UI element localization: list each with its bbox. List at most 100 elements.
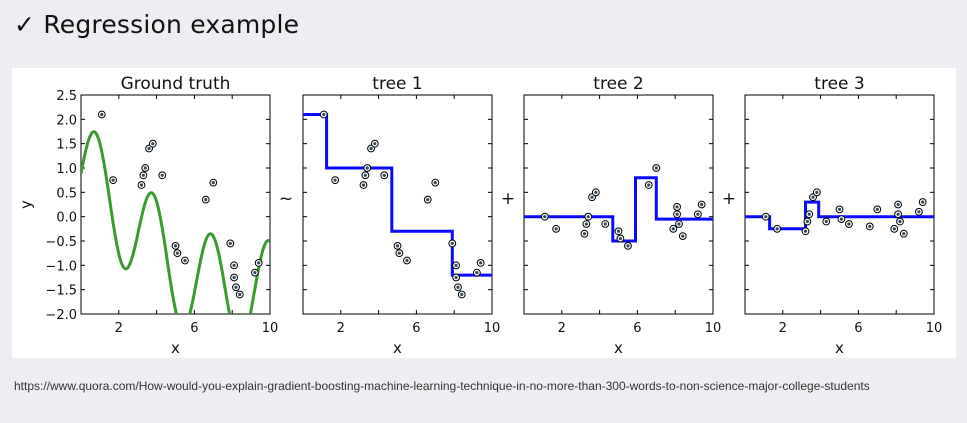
data-point-core (479, 261, 483, 265)
data-point-core (681, 234, 685, 238)
data-point-core (868, 224, 872, 228)
data-point-core (654, 166, 658, 170)
data-point-core (807, 212, 811, 216)
data-point-core (475, 271, 479, 275)
data-point-core (363, 173, 367, 177)
data-point-core (234, 285, 238, 289)
x-tick-label: 10 (705, 321, 722, 336)
slide-title: ✓ Regression example (14, 10, 299, 39)
x-axis-label-3: x (614, 339, 623, 357)
data-point-core (896, 212, 900, 216)
data-point-core (917, 210, 921, 214)
data-point-core (361, 183, 366, 187)
data-point-core (175, 251, 179, 255)
data-point-core (586, 215, 590, 219)
data-point-core (590, 195, 594, 199)
x-axis-label-4: x (835, 339, 844, 357)
data-point-core (183, 258, 187, 263)
data-point-core (232, 275, 236, 280)
data-point-core (824, 219, 828, 224)
data-point-core (892, 227, 896, 231)
y-tick-label: 1.0 (56, 162, 77, 177)
data-point-core (584, 222, 588, 226)
data-point-core (382, 173, 386, 177)
plot-frame-3 (523, 94, 714, 315)
data-point-core (426, 198, 430, 202)
operator-3: + (722, 189, 736, 209)
data-point-core (151, 142, 155, 146)
data-point-core (433, 181, 437, 185)
source-link[interactable]: https://www.quora.com/How-would-you-expl… (14, 379, 870, 393)
y-tick-label: 2.0 (56, 113, 77, 128)
chart-title-4: tree 3 (814, 74, 864, 94)
x-tick-label: 6 (633, 321, 641, 336)
data-point-core (847, 222, 851, 226)
data-point-core (677, 222, 681, 226)
x-tick-label: 6 (412, 321, 420, 336)
y-tick-label: −1.0 (45, 259, 77, 274)
data-point-core (582, 232, 587, 236)
data-point-core (139, 183, 144, 187)
x-tick-label: 6 (854, 321, 862, 336)
data-point-core (815, 190, 819, 194)
data-point-core (395, 244, 400, 248)
x-tick-label: 10 (926, 321, 943, 336)
data-point-core (803, 229, 808, 233)
x-tick-label: 2 (779, 321, 787, 336)
data-point-core (173, 244, 178, 248)
data-point-core (450, 241, 454, 246)
y-tick-label: −0.5 (45, 235, 77, 250)
data-point-core (675, 205, 679, 209)
data-point-core (365, 166, 369, 170)
x-tick-label: 10 (262, 321, 279, 336)
y-tick-label: 2.5 (56, 89, 77, 104)
tree-2-step-line (524, 176, 713, 243)
data-point-core (211, 181, 215, 185)
data-point-core (875, 207, 879, 211)
data-point-core (618, 236, 622, 241)
data-point-core (543, 215, 547, 219)
data-point-core (896, 202, 900, 207)
data-point-core (460, 292, 464, 297)
data-point-core (141, 173, 145, 177)
data-point-core (257, 261, 261, 265)
data-point-core (322, 112, 326, 117)
y-axis-label: y (17, 200, 35, 209)
data-point-core (764, 215, 768, 219)
data-point-core (454, 263, 458, 267)
x-tick-label: 2 (115, 321, 123, 336)
data-point-core (238, 292, 242, 297)
data-point-core (921, 200, 925, 204)
tree-1-step-line (303, 113, 492, 277)
operator-2: + (501, 189, 515, 209)
y-tick-label: 0.5 (56, 186, 77, 201)
data-point-core (100, 112, 104, 117)
x-axis-label-2: x (393, 339, 402, 357)
chart-title-3: tree 2 (593, 74, 643, 94)
data-point-core (675, 212, 679, 216)
y-tick-label: 0.0 (56, 211, 77, 226)
data-point-core (696, 212, 700, 216)
data-point-core (232, 263, 236, 267)
y-tick-label: 1.5 (56, 138, 77, 153)
ground-truth-curve (81, 130, 270, 314)
data-point-core (228, 241, 232, 246)
x-tick-label: 2 (337, 321, 345, 336)
data-point-core (616, 229, 621, 233)
data-point-core (147, 146, 151, 151)
data-point-core (811, 195, 815, 199)
data-point-core (333, 178, 337, 182)
data-point-core (626, 244, 630, 248)
checkmark-icon: ✓ (14, 10, 36, 39)
operator-1: ~ (279, 189, 293, 209)
plot-frame-2 (302, 94, 493, 315)
data-point-core (805, 219, 809, 224)
data-point-core (700, 202, 704, 207)
data-point-core (111, 178, 115, 182)
chart-title-1: Ground truth (121, 74, 231, 94)
data-point-core (373, 142, 377, 146)
data-point-core (397, 251, 401, 255)
regression-figure: Ground truth −2.0 −1.5 −1.0 −0.5 0.0 0.5 1.0 1.5… (17, 74, 943, 357)
tree-3-step-line (745, 200, 934, 231)
chart-title-2: tree 1 (372, 74, 422, 94)
